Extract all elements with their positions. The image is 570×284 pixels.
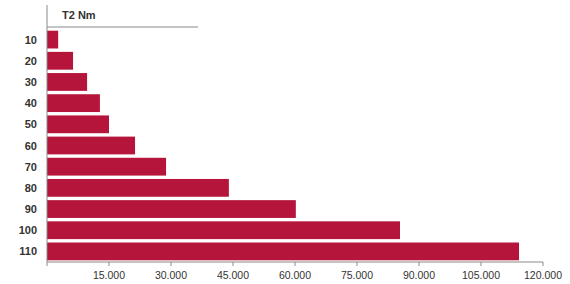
x-tick-label: 105.000: [462, 269, 500, 281]
y-axis: [47, 5, 48, 266]
bar: [47, 221, 400, 239]
x-tick-label: 60.000: [279, 269, 311, 281]
x-tick: [419, 262, 420, 266]
x-tick-label: 120.000: [524, 269, 562, 281]
category-label: 30: [25, 76, 37, 88]
bars: [47, 31, 519, 261]
bar: [47, 31, 58, 49]
x-tick: [109, 262, 110, 266]
title: T2 Nm: [62, 9, 96, 21]
category-label: 20: [25, 55, 37, 67]
x-tick-label: 75.000: [341, 269, 373, 281]
chart: T2 Nm 10 20 30 40 50 60 70 80 90 100 110 15.000 30.00…: [0, 0, 570, 284]
bar: [47, 179, 229, 197]
bar: [47, 52, 73, 70]
bar: [47, 115, 109, 133]
x-tick: [543, 262, 544, 266]
category-label: 80: [25, 182, 37, 194]
x-tick: [295, 262, 296, 266]
x-tick-label: 30.000: [155, 269, 187, 281]
bar: [47, 158, 166, 176]
x-tick-label: 15.000: [93, 269, 125, 281]
x-tick: [357, 262, 358, 266]
x-tick: [171, 262, 172, 266]
category-label: 50: [25, 118, 37, 130]
category-label: 110: [19, 245, 37, 257]
category-label: 60: [25, 140, 37, 152]
category-label: 70: [25, 161, 37, 173]
category-label: 10: [25, 34, 37, 46]
bar: [47, 94, 100, 112]
category-label: 100: [19, 224, 37, 236]
x-tick-label: 90.000: [403, 269, 435, 281]
x-tick-label: 45.000: [217, 269, 249, 281]
category-label: 40: [25, 97, 37, 109]
x-tick: [233, 262, 234, 266]
bar: [47, 243, 519, 261]
title-rule: [47, 27, 198, 28]
bar: [47, 137, 135, 155]
bar: [47, 73, 87, 91]
bar: [47, 200, 296, 218]
category-label: 90: [25, 203, 37, 215]
x-tick: [481, 262, 482, 266]
